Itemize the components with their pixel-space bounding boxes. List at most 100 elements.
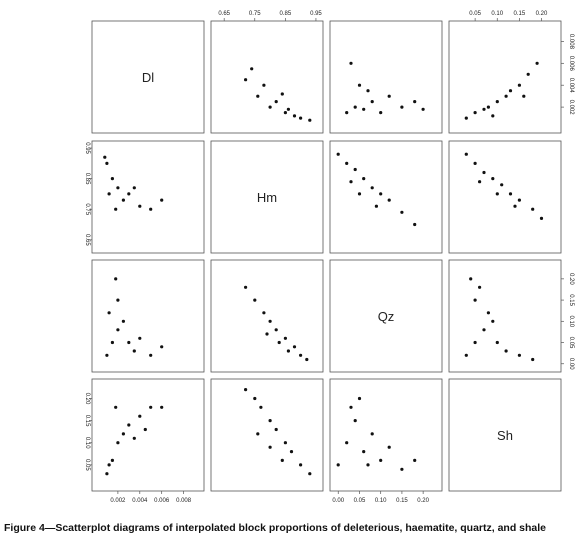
- data-point: [160, 405, 164, 409]
- y-tick-label-hm: 0.95: [84, 142, 90, 154]
- diagonal-label-hm: Hm: [257, 190, 277, 205]
- data-point: [504, 349, 508, 353]
- data-point: [114, 207, 118, 211]
- data-point: [464, 152, 468, 156]
- data-point: [366, 463, 370, 467]
- y-tick-label-qz: 0.20: [568, 273, 574, 285]
- data-point: [103, 155, 107, 159]
- x-tick-label-qz: 0.05: [354, 498, 366, 504]
- data-point: [274, 328, 278, 332]
- x-tick-label-hm: 0.95: [310, 11, 322, 17]
- x-tick-label-dl: 0.002: [110, 498, 126, 504]
- data-point: [277, 340, 281, 345]
- data-point: [421, 107, 425, 111]
- data-point: [283, 111, 287, 115]
- data-point: [149, 207, 153, 211]
- panel-qz-qz: [329, 259, 443, 373]
- y-tick-label-sh: 0.20: [84, 393, 90, 405]
- y-tick-label-sh: 0.05: [84, 459, 90, 471]
- data-point: [478, 180, 482, 184]
- panel-sh-sh: [448, 378, 562, 492]
- data-point: [508, 89, 513, 93]
- data-point: [283, 336, 287, 340]
- y-tick-label-dl: 0.004: [568, 78, 574, 94]
- data-point: [464, 116, 468, 120]
- data-point: [250, 67, 254, 71]
- data-point: [127, 423, 131, 427]
- data-point: [345, 111, 349, 115]
- data-point: [256, 94, 260, 98]
- data-point: [286, 107, 290, 111]
- data-point: [138, 414, 142, 418]
- data-point: [379, 192, 383, 196]
- data-point: [491, 319, 495, 323]
- data-point: [387, 445, 391, 449]
- data-point: [469, 277, 473, 281]
- data-point: [495, 192, 499, 196]
- data-point: [345, 441, 349, 445]
- data-point: [116, 441, 120, 445]
- data-point: [531, 207, 535, 211]
- data-point: [379, 458, 383, 462]
- scatter-dl-vs-sh: [464, 61, 539, 120]
- diagonal-label-sh: Sh: [497, 428, 513, 443]
- data-point: [413, 458, 417, 462]
- data-point: [110, 177, 114, 181]
- y-tick-label-dl: 0.002: [568, 100, 574, 116]
- data-point: [107, 311, 111, 315]
- data-point: [107, 463, 111, 467]
- data-point: [353, 105, 357, 109]
- scatter-sh-vs-dl: [105, 405, 164, 476]
- data-point: [539, 216, 544, 220]
- scatter-dl-vs-hm: [244, 67, 312, 122]
- data-point: [504, 94, 508, 98]
- data-point: [262, 311, 266, 315]
- data-point: [132, 186, 136, 190]
- data-point: [349, 61, 353, 65]
- x-tick-label-qz: 0.15: [396, 498, 408, 504]
- data-point: [280, 92, 284, 96]
- data-point: [486, 105, 490, 109]
- panel-qz-sh: [448, 259, 562, 373]
- data-point: [265, 332, 269, 336]
- data-point: [517, 198, 522, 202]
- data-point: [517, 353, 522, 357]
- panel-dl-hm: [210, 20, 324, 134]
- x-tick-label-qz: 0.20: [417, 498, 429, 504]
- data-point: [522, 94, 526, 98]
- data-point: [121, 319, 125, 323]
- data-point: [473, 298, 477, 302]
- data-point: [105, 472, 109, 476]
- x-tick-label-sh: 0.15: [514, 11, 526, 17]
- y-tick-label-dl: 0.008: [568, 34, 574, 50]
- axis-ticks: 0.65 0.75 0.85 0.95 0.05 0.10 0.15 0.20 0.002 0.0…: [84, 11, 574, 504]
- scatterplot-matrix: Dl Hm Qz Sh 0.65 0.75 0.85 0.95 0.05 0.10 0.15 0.2…: [84, 11, 574, 504]
- data-point: [473, 340, 477, 345]
- figure-caption: Figure 4—Scatterplot diagrams of interpo…: [4, 522, 547, 534]
- scatter-hm-vs-sh: [464, 152, 544, 220]
- data-point: [370, 100, 374, 104]
- data-point: [244, 388, 248, 392]
- data-point: [105, 161, 109, 165]
- data-point: [482, 328, 486, 332]
- data-point: [508, 192, 513, 196]
- x-tick-label-hm: 0.75: [249, 11, 261, 17]
- data-point: [110, 340, 114, 345]
- data-point: [268, 419, 272, 423]
- panel-hm-dl: [91, 140, 205, 254]
- x-tick-label-qz: 0.00: [332, 498, 344, 504]
- data-point: [413, 100, 417, 104]
- panel-qz-dl: [91, 259, 205, 373]
- y-tick-label-sh: 0.10: [84, 437, 90, 449]
- data-point: [149, 405, 153, 409]
- scatter-qz-vs-hm: [244, 285, 309, 362]
- data-point: [149, 353, 153, 357]
- panel-dl-dl: [91, 20, 205, 134]
- x-tick-label-dl: 0.004: [132, 498, 148, 504]
- x-tick-label-hm: 0.85: [280, 11, 292, 17]
- panel-hm-hm: [210, 140, 324, 254]
- data-point: [280, 458, 284, 462]
- data-point: [531, 357, 535, 362]
- data-point: [116, 186, 120, 190]
- data-point: [308, 118, 312, 122]
